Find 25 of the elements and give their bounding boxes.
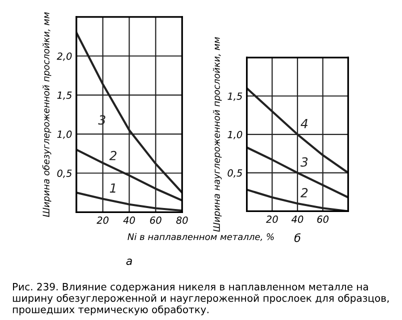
text: Рис. 239. Влияние содержания никеля в наплавленном металле на ширину обезуглероженной и науглероженной прослоек для образцов, прошедших термическую обработку.: [12, 282, 389, 316]
series-label: 2: [300, 188, 308, 198]
x-tick-label: 20: [266, 216, 278, 223]
series-label: 4: [300, 119, 308, 128]
x-tick-label: 20: [96, 216, 109, 224]
y-axis-title: Ширина науглероженной прослойки, мм: [212, 37, 222, 232]
series-label: 2: [109, 150, 116, 160]
y-tick-label: 1,0: [228, 130, 242, 140]
series-label: 3: [300, 157, 308, 167]
x-tick-label: 60: [317, 216, 328, 223]
x-tick-label: 80: [176, 216, 188, 224]
y-axis-title: Ширина обезуглероженной прослойки, мм: [42, 12, 52, 217]
x-tick-label: 40: [291, 216, 304, 223]
y-tick-label: 1,5: [228, 92, 242, 101]
y-tick-label: 1,5: [57, 92, 72, 100]
x-tick-label: 40: [123, 216, 135, 224]
x-axis-title: Ni в наплавленном металле, %: [128, 233, 274, 242]
text: б: [294, 233, 301, 242]
y-tick-label: 2,0: [56, 52, 72, 61]
y-tick-label: 0,5: [57, 170, 72, 178]
series-label: 1: [110, 183, 116, 193]
y-tick-label: 1,0: [57, 130, 72, 139]
text: а: [126, 258, 132, 266]
x-tick-label: 60: [150, 216, 162, 224]
y-tick-label: 0,5: [228, 169, 242, 178]
